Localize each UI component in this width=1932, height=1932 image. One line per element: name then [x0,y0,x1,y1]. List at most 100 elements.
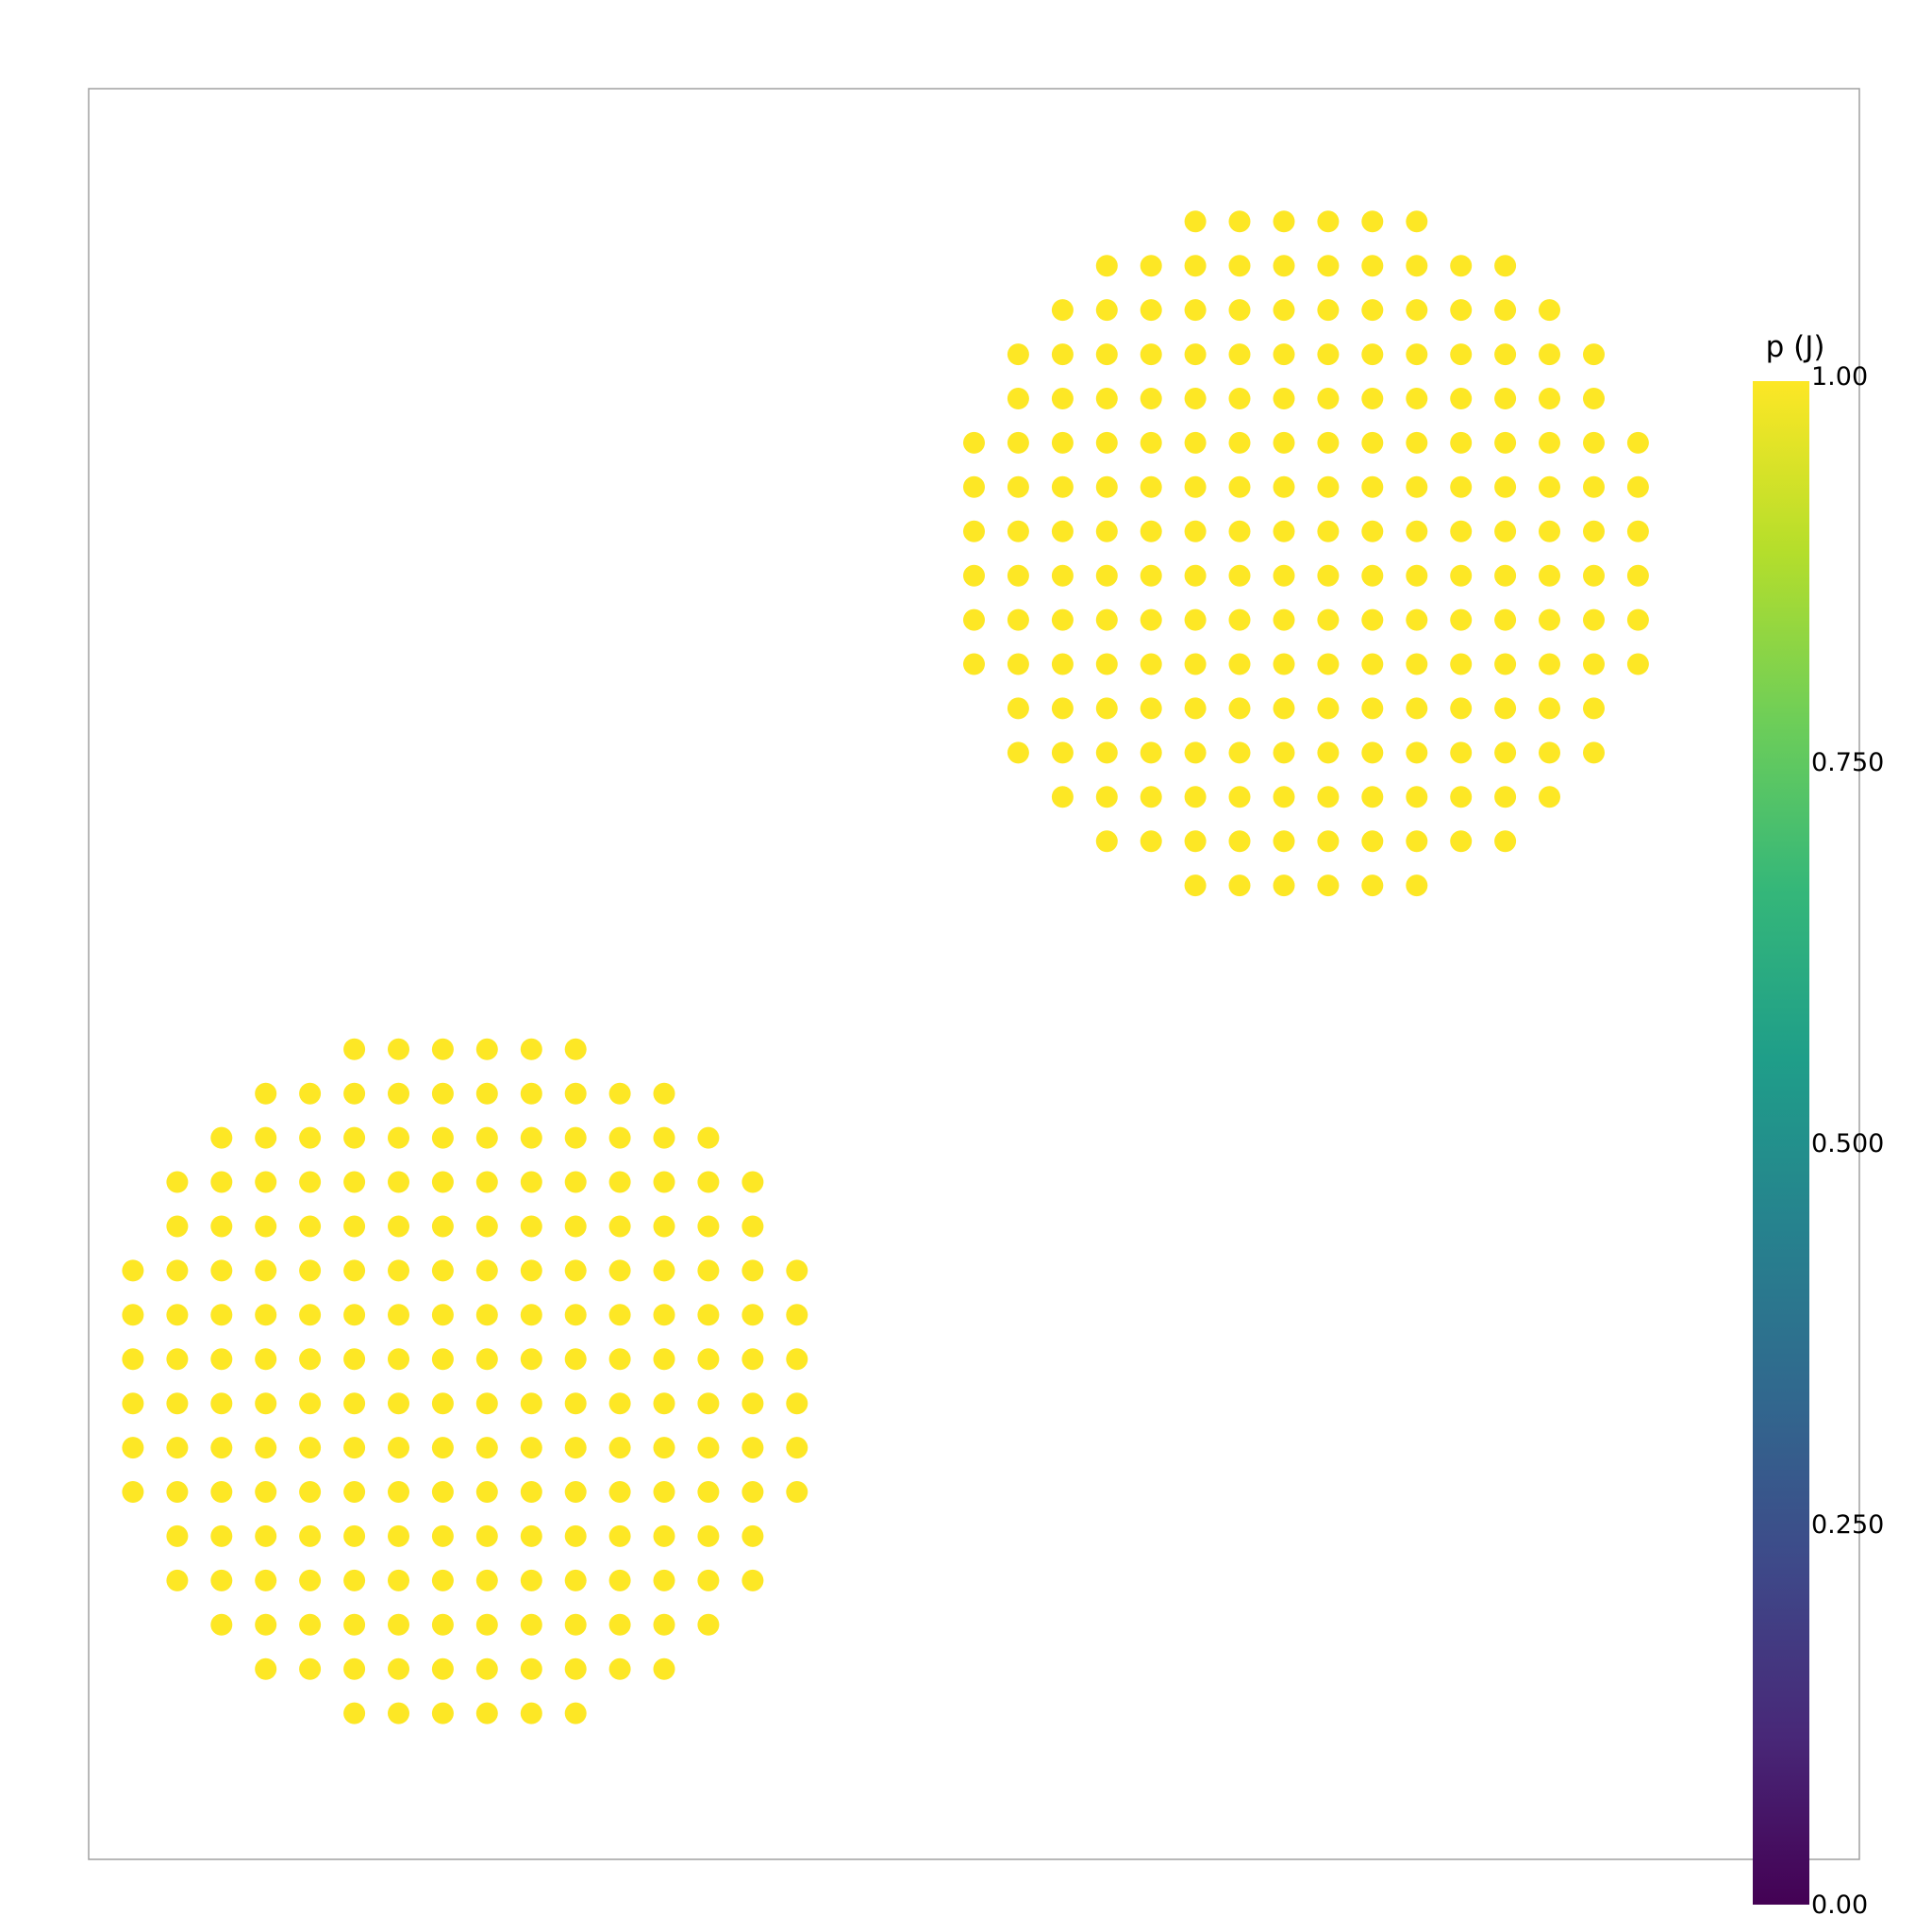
particle-point [1228,475,1251,498]
particle-point [653,1569,675,1591]
particle-point [1184,299,1207,322]
particle-point [1450,741,1473,764]
particle-point [1228,431,1251,454]
particle-point [1051,343,1074,366]
particle-point [1051,608,1074,631]
particle-point [210,1259,233,1282]
colorbar-tick-label-min: 0.00 [1811,1890,1868,1920]
colorbar-tick-label-0750: 0.750 [1811,748,1884,777]
particle-point [1140,520,1162,542]
particle-point [431,1215,454,1238]
particle-point [388,1702,409,1724]
particle-point [1450,786,1473,808]
particle-point [1361,299,1384,322]
particle-point [1228,786,1251,808]
particle-point [1051,697,1074,720]
particle-point [210,1569,233,1591]
particle-point [1539,697,1560,720]
particle-point [388,1082,409,1105]
particle-point [608,1613,631,1636]
particle-point [1626,475,1649,498]
particle-point [1450,697,1473,720]
particle-point [299,1082,322,1105]
particle-point [343,1657,366,1680]
particle-point [564,1082,587,1105]
particle-point [653,1126,675,1149]
particle-point [1361,475,1384,498]
particle-point [475,1392,498,1415]
particle-point [1626,564,1649,587]
particle-point [1539,564,1560,587]
particle-point [520,1304,542,1326]
particle-point [210,1481,233,1503]
particle-point [1095,475,1118,498]
cluster-upper-right [963,210,1649,897]
particle-point [475,1702,498,1724]
particle-point [210,1126,233,1149]
particle-point [343,1348,366,1371]
particle-point [299,1524,322,1547]
particle-point [653,1215,675,1238]
particle-point [166,1437,189,1459]
particle-point [786,1481,808,1503]
particle-point [1140,786,1162,808]
particle-point [299,1126,322,1149]
particle-point [1273,830,1295,853]
particle-point [1583,653,1605,675]
particle-point [1007,741,1029,764]
particle-point [255,1348,277,1371]
particle-point [1273,210,1295,233]
particle-point [1140,343,1162,366]
particle-point [1184,343,1207,366]
particle-point [299,1569,322,1591]
particle-point [475,1524,498,1547]
particle-point [1317,653,1340,675]
particle-point [343,1038,366,1060]
particle-point [786,1348,808,1371]
particle-point [697,1171,720,1193]
particle-point [1450,343,1473,366]
particle-point [1450,388,1473,409]
particle-point [697,1304,720,1326]
particle-point [1450,564,1473,587]
particle-point [608,1304,631,1326]
particle-point [564,1304,587,1326]
particle-point [255,1215,277,1238]
particle-point [1406,431,1428,454]
particle-point [210,1613,233,1636]
colorbar-tick-label-0250: 0.250 [1811,1510,1884,1540]
particle-point [475,1171,498,1193]
particle-point [1406,786,1428,808]
particle-point [1450,299,1473,322]
particle-point [1406,255,1428,277]
particle-point [520,1392,542,1415]
particle-point [608,1082,631,1105]
particle-point [1361,697,1384,720]
particle-point [1317,874,1340,897]
particle-point [431,1613,454,1636]
particle-point [431,1348,454,1371]
particle-point [122,1481,144,1503]
particle-point [299,1304,322,1326]
particle-point [1494,343,1517,366]
particle-point [963,520,985,542]
particle-point [166,1171,189,1193]
colorbar-gradient-bar [1753,381,1809,1905]
particle-point [697,1126,720,1149]
particle-point [1450,653,1473,675]
particle-point [1184,741,1207,764]
particle-point [1539,388,1560,409]
particle-point [1406,520,1428,542]
particle-point [343,1082,366,1105]
particle-point [608,1481,631,1503]
particle-point [431,1304,454,1326]
particle-point [431,1524,454,1547]
particle-point [210,1392,233,1415]
particle-point [608,1657,631,1680]
particle-point [1583,697,1605,720]
particle-point [1317,608,1340,631]
particle-point [255,1171,277,1193]
particle-point [475,1569,498,1591]
